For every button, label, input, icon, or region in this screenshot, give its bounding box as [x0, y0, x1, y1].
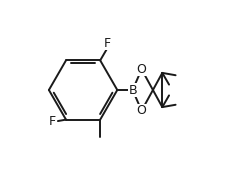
- Text: O: O: [137, 104, 147, 117]
- Text: B: B: [128, 84, 137, 96]
- Text: O: O: [137, 63, 147, 76]
- Text: F: F: [104, 37, 111, 50]
- Text: F: F: [49, 114, 56, 128]
